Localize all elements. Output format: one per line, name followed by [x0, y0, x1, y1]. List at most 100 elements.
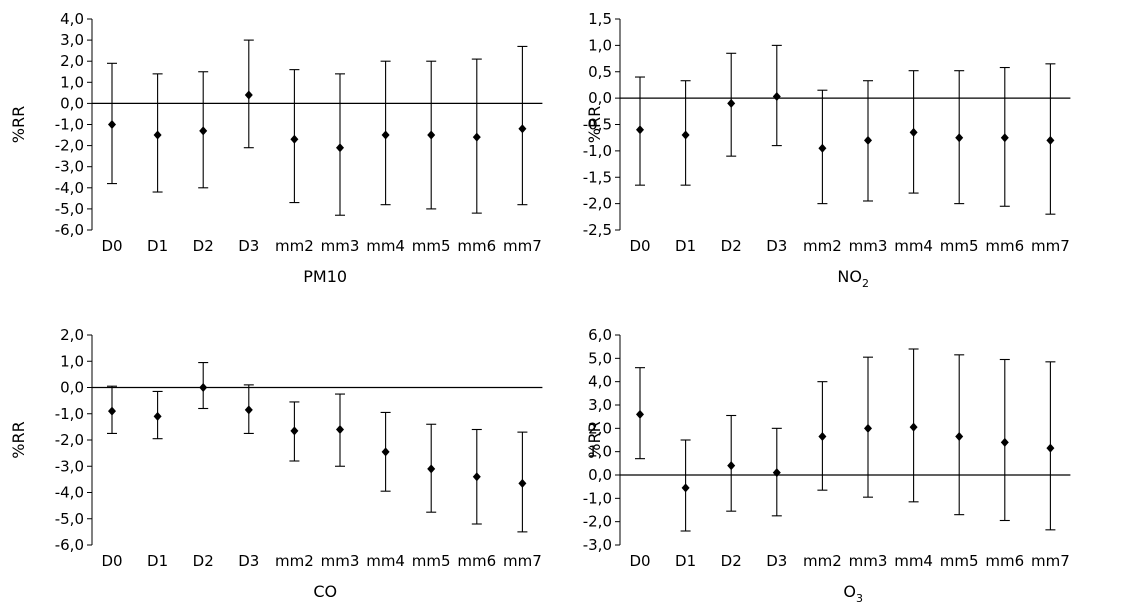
data-point	[681, 130, 690, 140]
x-tick-label: D3	[766, 552, 787, 570]
y-tick-label: -5,0	[55, 510, 84, 528]
data-point	[199, 383, 208, 392]
x-axis-label: CO	[313, 582, 337, 601]
y-tick-label: 2,0	[60, 52, 84, 70]
x-tick-label: D1	[147, 237, 168, 255]
x-tick-label: D0	[101, 552, 122, 570]
y-tick-label: -1,0	[55, 405, 84, 423]
y-tick-label: -2,0	[55, 137, 84, 155]
data-point	[381, 447, 390, 457]
data-point	[864, 135, 872, 145]
x-tick-label: mm7	[503, 237, 542, 255]
data-point	[290, 134, 299, 144]
data-point	[427, 130, 436, 140]
y-axis-label: %RR	[585, 106, 604, 143]
x-tick-label: mm4	[366, 552, 405, 570]
x-tick-label: mm6	[985, 237, 1024, 255]
y-tick-label: 2,0	[588, 419, 612, 437]
x-tick-label: mm2	[803, 237, 842, 255]
x-tick-label: mm3	[849, 552, 888, 570]
data-point	[472, 472, 481, 482]
y-tick-label: -2,0	[55, 431, 84, 449]
y-tick-label: -1,0	[583, 489, 612, 507]
y-tick-label: -2,5	[583, 221, 612, 239]
x-tick-label: D1	[675, 552, 696, 570]
chart-pm10: -6,0 -5,0 -4,0 -3,0 -2,0 -1,0 0,0 1,0 2,0 3,0 4,0%…	[9, 10, 543, 286]
data-point	[244, 405, 253, 415]
data-point	[955, 432, 964, 441]
x-axis-label-main: PM10	[303, 267, 347, 286]
y-tick-label: -5,0	[55, 200, 84, 218]
data-point	[108, 120, 116, 129]
x-axis-label-main: CO	[313, 582, 337, 601]
y-axis-label: %RR	[9, 106, 28, 143]
data-point	[818, 432, 827, 441]
x-tick-label: mm2	[275, 237, 314, 255]
data-point	[336, 425, 344, 434]
x-tick-label: mm2	[275, 552, 314, 570]
y-tick-label: 0,0	[60, 94, 84, 112]
data-point	[381, 130, 390, 140]
y-tick-label: 0,0	[588, 466, 612, 484]
data-point	[518, 124, 527, 134]
data-point	[1000, 133, 1009, 143]
x-tick-label: mm2	[803, 552, 842, 570]
y-tick-label: -2,0	[583, 513, 612, 531]
data-point	[1046, 443, 1055, 453]
chart-co: -6,0 -5,0 -4,0 -3,0 -2,0 -1,0 0,0 1,0 2,0 %RR D0 D1…	[9, 326, 543, 601]
x-tick-label: D1	[675, 237, 696, 255]
x-tick-label: mm5	[412, 237, 451, 255]
x-tick-label: D0	[101, 237, 122, 255]
data-point	[818, 143, 827, 153]
data-point	[909, 422, 918, 432]
y-tick-label: 1,0	[588, 443, 612, 461]
x-tick-label: mm4	[894, 552, 933, 570]
x-tick-label: mm7	[503, 552, 542, 570]
data-point	[1046, 135, 1055, 145]
data-point	[199, 126, 208, 136]
data-point	[153, 411, 162, 421]
data-point	[108, 406, 116, 416]
data-point	[1000, 437, 1009, 447]
y-tick-label: 1,0	[588, 36, 612, 54]
data-point	[727, 98, 736, 108]
x-tick-label: mm4	[366, 237, 405, 255]
x-tick-label: mm6	[457, 237, 496, 255]
data-point	[636, 409, 644, 419]
y-tick-label: 1,5	[588, 10, 612, 28]
data-point	[290, 426, 299, 436]
y-axis-label: %RR	[585, 421, 604, 458]
x-tick-label: D2	[721, 237, 742, 255]
y-tick-label: 1,0	[60, 352, 84, 370]
y-tick-label: -1,5	[583, 168, 612, 186]
y-tick-label: -6,0	[55, 536, 84, 554]
x-axis-label: NO2	[837, 267, 869, 290]
y-tick-label: -6,0	[55, 221, 84, 239]
x-tick-label: D3	[238, 237, 259, 255]
y-tick-label: -4,0	[55, 484, 84, 502]
x-axis-label-main: NO	[837, 267, 862, 286]
y-tick-label: -3,0	[583, 536, 612, 554]
y-tick-label: -1,0	[55, 116, 84, 134]
x-tick-label: mm3	[849, 237, 888, 255]
data-point	[772, 468, 781, 478]
x-tick-label: mm5	[940, 237, 979, 255]
data-point	[955, 133, 964, 143]
data-point	[153, 130, 162, 140]
y-tick-label: 0,5	[588, 63, 612, 81]
y-tick-label: 0,0	[588, 89, 612, 107]
x-tick-label: D2	[721, 552, 742, 570]
y-tick-label: -4,0	[55, 179, 84, 197]
x-tick-label: mm6	[985, 552, 1024, 570]
x-tick-label: mm6	[457, 552, 496, 570]
x-tick-label: mm4	[894, 237, 933, 255]
data-point	[244, 90, 253, 100]
data-point	[427, 464, 436, 474]
chart-no2: -2,5 -2,0 -1,5 -1,0 -0,5 0,0 0,5 1,0 1,5 %RR D0 D1 D…	[583, 10, 1071, 290]
x-tick-label: mm7	[1031, 237, 1070, 255]
y-tick-label: -1,0	[583, 142, 612, 160]
y-tick-label: -3,0	[55, 457, 84, 475]
data-point	[518, 478, 527, 488]
data-point	[636, 125, 644, 135]
data-point	[336, 143, 344, 153]
